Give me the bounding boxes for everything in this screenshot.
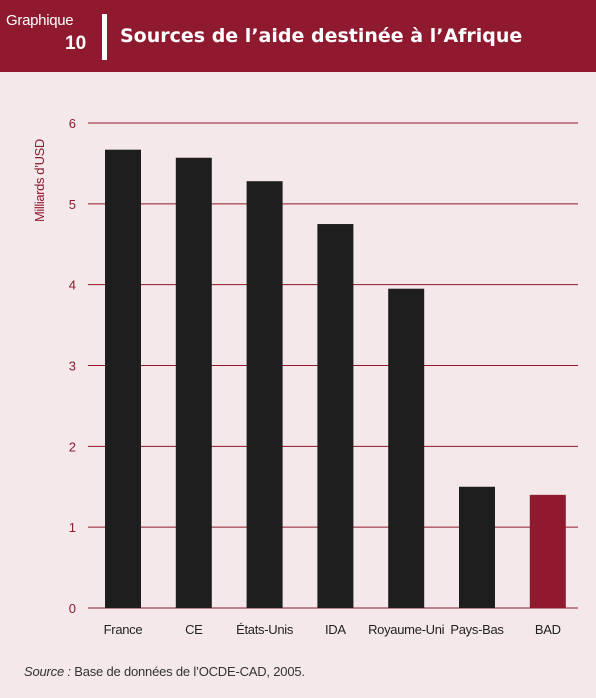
y-tick-label: 1 [69, 520, 76, 535]
bar-pays-bas [459, 486, 495, 608]
y-tick-label: 4 [69, 278, 76, 293]
bar-bad [529, 494, 566, 608]
source-text: Base de données de l’OCDE-CAD, 2005. [70, 664, 305, 679]
y-tick-label: 2 [69, 439, 76, 454]
category-label: Royaume-Uni [368, 622, 445, 637]
chart-header: Graphique 10 Sources de l’aide destinée … [0, 0, 596, 72]
figure-number: 10 [65, 33, 87, 54]
bar--tats-unis [246, 181, 283, 608]
category-label: BAD [535, 622, 561, 637]
chart-title: Sources de l’aide destinée à l’Afrique [120, 25, 523, 47]
bar-france [105, 149, 141, 609]
y-tick-label: 6 [69, 116, 76, 131]
figure-label: Graphique [6, 12, 74, 29]
source-label: Source : [24, 664, 71, 679]
y-tick-label: 0 [69, 601, 76, 616]
header-divider [102, 14, 107, 60]
bar-ida [317, 224, 354, 608]
category-label: États-Unis [236, 622, 294, 637]
y-tick-label: 3 [69, 359, 76, 374]
category-labels: France CE États-Unis IDA Royaume-Uni Pays-Bas… [104, 622, 561, 637]
category-label: France [104, 622, 143, 637]
category-label: Pays-Bas [450, 622, 504, 637]
bars [105, 149, 566, 609]
bar-royaume-uni [388, 288, 425, 608]
category-label: IDA [325, 622, 346, 637]
category-label: CE [185, 622, 203, 637]
source-note: Source : Base de données de l’OCDE-CAD, … [24, 664, 305, 679]
y-tick-label: 5 [69, 197, 76, 212]
bar-ce [175, 157, 212, 608]
y-tick-labels: 0 1 2 3 4 5 6 [69, 116, 76, 616]
